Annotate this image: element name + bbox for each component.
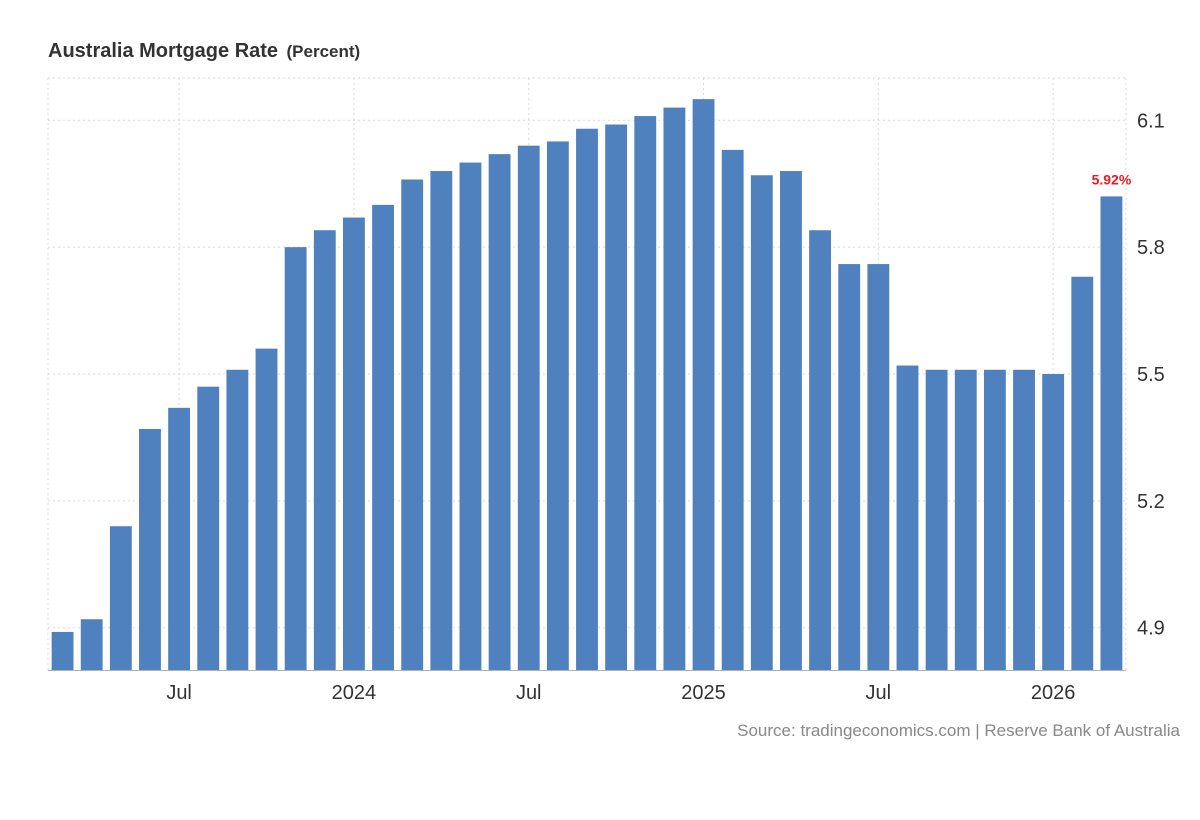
bar <box>372 204 394 670</box>
last-value-label: 5.92% <box>1092 171 1132 187</box>
bar <box>109 526 132 670</box>
bar <box>226 369 249 670</box>
source-note: Source: tradingeconomics.com | Reserve B… <box>737 721 1180 740</box>
bar <box>634 116 657 671</box>
x-tick-label: 2024 <box>332 682 377 704</box>
bar <box>139 428 161 670</box>
bar <box>1013 369 1035 670</box>
bar <box>838 264 861 670</box>
y-tick-label: 5.8 <box>1137 237 1165 259</box>
bar <box>459 162 482 671</box>
y-tick-label: 5.2 <box>1137 491 1165 513</box>
bar <box>1100 196 1123 670</box>
bar <box>80 619 103 670</box>
bar <box>168 407 191 670</box>
y-tick-label: 4.9 <box>1137 618 1165 640</box>
bar <box>197 386 220 670</box>
chart-title-block: Australia Mortgage Rate (Percent) <box>48 40 360 63</box>
bar <box>896 365 919 670</box>
bar <box>313 230 336 670</box>
x-tick-label: 2026 <box>1031 682 1076 704</box>
bar <box>605 124 628 670</box>
bar <box>284 247 307 670</box>
bar <box>721 149 744 670</box>
bar <box>576 128 598 670</box>
bar <box>488 154 511 671</box>
bar <box>663 107 686 671</box>
bar <box>1042 374 1065 670</box>
bar <box>255 348 278 670</box>
bar <box>954 369 977 670</box>
chart-unit: (Percent) <box>286 42 361 61</box>
bar <box>809 230 832 670</box>
bar <box>1071 276 1094 670</box>
bar <box>546 141 569 670</box>
bar <box>780 171 802 670</box>
bar <box>430 171 453 670</box>
bar <box>342 217 365 671</box>
bar <box>983 369 1006 670</box>
x-tick-label: Jul <box>866 682 892 704</box>
bar <box>750 175 773 670</box>
bar <box>925 369 948 670</box>
y-tick-label: 6.1 <box>1137 110 1165 132</box>
y-tick-label: 5.5 <box>1137 364 1165 386</box>
bar <box>517 145 540 670</box>
bar-series <box>51 99 1123 671</box>
bar <box>51 631 74 670</box>
x-tick-label: 2025 <box>681 682 726 704</box>
bar <box>401 179 424 670</box>
chart-title: Australia Mortgage Rate <box>48 40 279 62</box>
bar <box>692 99 715 670</box>
bar <box>867 264 890 670</box>
x-tick-label: Jul <box>516 682 542 704</box>
x-tick-label: Jul <box>166 682 192 704</box>
